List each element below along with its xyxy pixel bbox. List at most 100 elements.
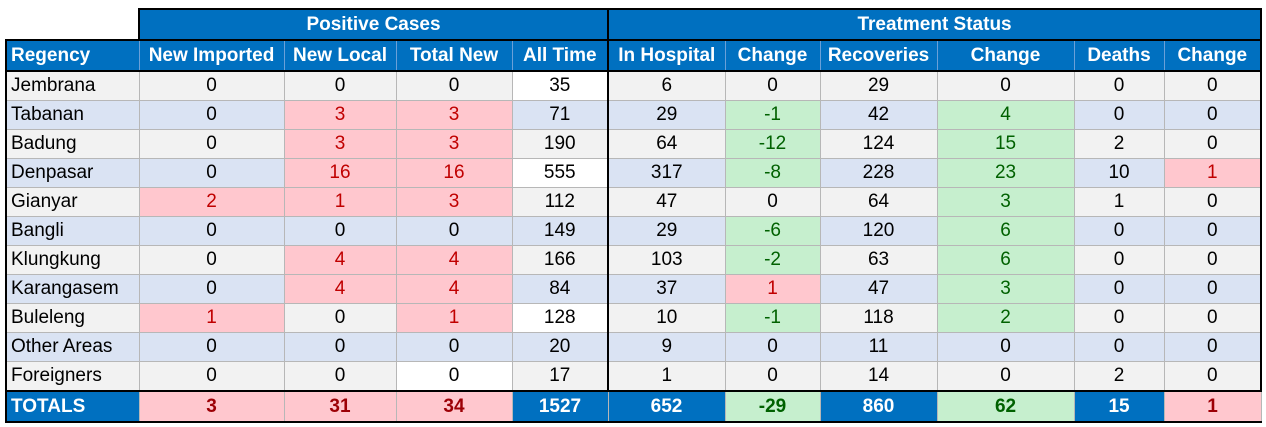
cell-hospital-change[interactable]: 1 — [724, 274, 821, 304]
cell-recoveries-change[interactable]: 3 — [936, 187, 1075, 217]
cell-new-local[interactable]: 0 — [283, 361, 397, 392]
column-header-new-local[interactable]: New Local — [283, 39, 397, 72]
cell-in-hospital[interactable]: 103 — [607, 245, 726, 275]
cell-deaths[interactable]: 10 — [1073, 158, 1165, 188]
totals-label[interactable]: TOTALS — [5, 390, 140, 423]
cell-regency[interactable]: Klungkung — [5, 245, 140, 275]
cell-deaths[interactable]: 2 — [1073, 361, 1165, 392]
cell-deaths-change[interactable]: 0 — [1163, 303, 1263, 333]
cell-total-new[interactable]: 4 — [395, 274, 513, 304]
cell-all-time[interactable]: 71 — [511, 100, 610, 130]
cell-all-time[interactable]: 166 — [511, 245, 610, 275]
cell-deaths[interactable]: 0 — [1073, 332, 1165, 362]
cell-new-imported[interactable]: 0 — [138, 245, 285, 275]
cell-deaths[interactable]: 0 — [1073, 274, 1165, 304]
cell-in-hospital[interactable]: 29 — [607, 216, 726, 246]
cell-new-local[interactable]: 0 — [283, 216, 397, 246]
cell-deaths[interactable]: 0 — [1073, 303, 1165, 333]
cell-in-hospital[interactable]: 317 — [607, 158, 726, 188]
cell-new-imported[interactable]: 0 — [138, 70, 285, 101]
cell-all-time[interactable]: 555 — [511, 158, 610, 188]
cell-recoveries[interactable]: 124 — [819, 129, 938, 159]
cell-deaths-change[interactable]: 0 — [1163, 70, 1263, 101]
cell-all-time[interactable]: 35 — [511, 70, 610, 101]
cell-recoveries[interactable]: 11 — [819, 332, 938, 362]
cell-deaths[interactable]: 0 — [1073, 245, 1165, 275]
totals-new-imported[interactable]: 3 — [138, 390, 285, 423]
cell-in-hospital[interactable]: 9 — [607, 332, 726, 362]
cell-hospital-change[interactable]: 0 — [724, 361, 821, 392]
cell-new-local[interactable]: 0 — [283, 70, 397, 101]
cell-deaths[interactable]: 0 — [1073, 70, 1165, 101]
cell-total-new[interactable]: 0 — [395, 70, 513, 101]
cell-recoveries-change[interactable]: 2 — [936, 303, 1075, 333]
cell-hospital-change[interactable]: 0 — [724, 332, 821, 362]
column-header-recoveries[interactable]: Recoveries — [819, 39, 938, 72]
cell-regency[interactable]: Gianyar — [5, 187, 140, 217]
cell-in-hospital[interactable]: 37 — [607, 274, 726, 304]
cell-all-time[interactable]: 17 — [511, 361, 610, 392]
cell-recoveries-change[interactable]: 23 — [936, 158, 1075, 188]
cell-recoveries[interactable]: 118 — [819, 303, 938, 333]
cell-deaths-change[interactable]: 0 — [1163, 245, 1263, 275]
cell-in-hospital[interactable]: 47 — [607, 187, 726, 217]
cell-regency[interactable]: Buleleng — [5, 303, 140, 333]
cell-all-time[interactable]: 84 — [511, 274, 610, 304]
cell-total-new[interactable]: 1 — [395, 303, 513, 333]
cell-total-new[interactable]: 3 — [395, 100, 513, 130]
cell-all-time[interactable]: 190 — [511, 129, 610, 159]
cell-deaths-change[interactable]: 0 — [1163, 129, 1263, 159]
cell-new-local[interactable]: 3 — [283, 129, 397, 159]
cell-total-new[interactable]: 3 — [395, 187, 513, 217]
cell-new-imported[interactable]: 0 — [138, 216, 285, 246]
cell-in-hospital[interactable]: 64 — [607, 129, 726, 159]
cell-deaths-change[interactable]: 0 — [1163, 274, 1263, 304]
cell-hospital-change[interactable]: -8 — [724, 158, 821, 188]
cell-recoveries[interactable]: 29 — [819, 70, 938, 101]
totals-hospital-change[interactable]: -29 — [724, 390, 821, 423]
cell-recoveries[interactable]: 63 — [819, 245, 938, 275]
cell-new-imported[interactable]: 0 — [138, 361, 285, 392]
cell-new-imported[interactable]: 0 — [138, 332, 285, 362]
cell-deaths[interactable]: 0 — [1073, 100, 1165, 130]
cell-new-local[interactable]: 4 — [283, 245, 397, 275]
cell-new-imported[interactable]: 0 — [138, 129, 285, 159]
cell-hospital-change[interactable]: -1 — [724, 303, 821, 333]
cell-recoveries-change[interactable]: 6 — [936, 216, 1075, 246]
cell-regency[interactable]: Jembrana — [5, 70, 140, 101]
totals-new-local[interactable]: 31 — [283, 390, 397, 423]
cell-deaths-change[interactable]: 0 — [1163, 332, 1263, 362]
cell-recoveries-change[interactable]: 6 — [936, 245, 1075, 275]
cell-hospital-change[interactable]: 0 — [724, 187, 821, 217]
cell-regency[interactable]: Tabanan — [5, 100, 140, 130]
totals-all-time[interactable]: 1527 — [511, 390, 609, 423]
cell-recoveries-change[interactable]: 15 — [936, 129, 1075, 159]
cell-regency[interactable]: Other Areas — [5, 332, 140, 362]
cell-new-imported[interactable]: 0 — [138, 100, 285, 130]
totals-total-new[interactable]: 34 — [395, 390, 513, 423]
cell-recoveries-change[interactable]: 0 — [936, 361, 1075, 392]
cell-deaths-change[interactable]: 0 — [1163, 216, 1263, 246]
cell-recoveries-change[interactable]: 3 — [936, 274, 1075, 304]
cell-total-new[interactable]: 0 — [395, 332, 513, 362]
cell-regency[interactable]: Badung — [5, 129, 140, 159]
column-header-in-hospital[interactable]: In Hospital — [607, 39, 726, 72]
cell-deaths-change[interactable]: 0 — [1163, 187, 1263, 217]
cell-hospital-change[interactable]: -1 — [724, 100, 821, 130]
column-header-deaths[interactable]: Deaths — [1073, 39, 1165, 72]
cell-recoveries[interactable]: 228 — [819, 158, 938, 188]
cell-in-hospital[interactable]: 1 — [607, 361, 726, 392]
column-header-total-new[interactable]: Total New — [395, 39, 513, 72]
cell-regency[interactable]: Bangli — [5, 216, 140, 246]
cell-new-local[interactable]: 4 — [283, 274, 397, 304]
totals-recoveries-change[interactable]: 62 — [936, 390, 1075, 423]
cell-new-local[interactable]: 16 — [283, 158, 397, 188]
cell-total-new[interactable]: 0 — [395, 216, 513, 246]
cell-deaths-change[interactable]: 0 — [1163, 100, 1263, 130]
cell-recoveries[interactable]: 47 — [819, 274, 938, 304]
cell-all-time[interactable]: 20 — [511, 332, 610, 362]
cell-new-local[interactable]: 1 — [283, 187, 397, 217]
cell-total-new[interactable]: 0 — [395, 361, 513, 392]
cell-recoveries[interactable]: 14 — [819, 361, 938, 392]
cell-recoveries-change[interactable]: 0 — [936, 70, 1075, 101]
